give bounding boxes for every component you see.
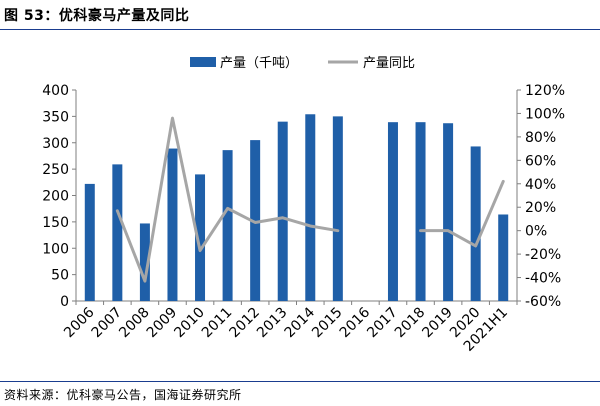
x-tick-label: 2008 xyxy=(116,305,153,342)
bar-2006 xyxy=(84,183,95,301)
figure-title: 图 53：优科豪马产量及同比 xyxy=(4,8,190,24)
legend-bar-label: 产量（千吨） xyxy=(220,56,298,71)
source-bar: 资料来源：优科豪马公告，国海证券研究所 xyxy=(0,381,600,406)
left-tick-label: 0 xyxy=(60,294,69,310)
x-tick-label: 2013 xyxy=(254,305,291,342)
x-tick-label: 2011 xyxy=(199,305,236,342)
bar-2013 xyxy=(277,121,288,302)
right-tick-label: -40% xyxy=(525,271,561,287)
bar-2008 xyxy=(139,223,150,301)
x-tick-label: 2019 xyxy=(419,305,456,342)
bar-2018 xyxy=(415,122,426,302)
right-tick-label: 120% xyxy=(525,83,565,99)
x-tick-label: 2018 xyxy=(392,305,429,342)
x-tick-label: 2015 xyxy=(309,305,346,342)
bar-2021H1 xyxy=(498,214,509,301)
bar-2010 xyxy=(195,174,206,301)
bar-2014 xyxy=(305,114,316,301)
left-tick-label: 400 xyxy=(42,83,69,99)
x-tick-label: 2017 xyxy=(364,305,401,342)
bar-2007 xyxy=(112,164,123,301)
left-tick-label: 150 xyxy=(42,215,69,231)
left-tick-label: 50 xyxy=(51,268,69,284)
right-tick-label: -20% xyxy=(525,247,561,263)
bar-2019 xyxy=(443,123,454,301)
x-tick-label: 2010 xyxy=(171,305,208,342)
title-bar: 图 53：优科豪马产量及同比 xyxy=(0,0,600,30)
right-tick-label: 80% xyxy=(525,130,556,146)
bar-2015 xyxy=(332,116,343,301)
bar-2011 xyxy=(222,150,233,301)
x-tick-label: 2009 xyxy=(144,305,181,342)
x-tick-label: 2007 xyxy=(89,305,126,342)
chart: 0 50 100 150 200 250 300 350 400 -60% -40% -20% 0% 20… xyxy=(42,56,565,355)
legend-line-label: 产量同比 xyxy=(363,56,415,71)
bar-2020 xyxy=(470,146,481,301)
right-tick-label: 100% xyxy=(525,106,565,122)
left-tick-label: 300 xyxy=(42,136,69,152)
x-tick-label: 2016 xyxy=(337,304,374,341)
left-tick-label: 200 xyxy=(42,189,69,205)
bar-2009 xyxy=(167,148,178,301)
yoy-line-segment xyxy=(419,179,505,248)
left-tick-label: 100 xyxy=(42,241,69,257)
x-tick-label: 2014 xyxy=(282,304,319,341)
legend-bar-swatch xyxy=(190,57,216,67)
left-tick-label: 250 xyxy=(42,162,69,178)
right-tick-label: 60% xyxy=(525,153,556,169)
bar-2012 xyxy=(250,140,261,301)
yoy-line-segment xyxy=(115,116,340,283)
right-tick-label: 40% xyxy=(525,177,556,193)
left-tick-label: 350 xyxy=(42,109,69,125)
right-tick-label: -60% xyxy=(525,294,561,310)
source-note: 资料来源：优科豪马公告，国海证券研究所 xyxy=(4,388,242,402)
x-tick-label: 2012 xyxy=(226,305,263,342)
right-tick-label: 0% xyxy=(525,224,547,240)
right-tick-label: 20% xyxy=(525,200,556,216)
bar-2017 xyxy=(387,122,398,302)
